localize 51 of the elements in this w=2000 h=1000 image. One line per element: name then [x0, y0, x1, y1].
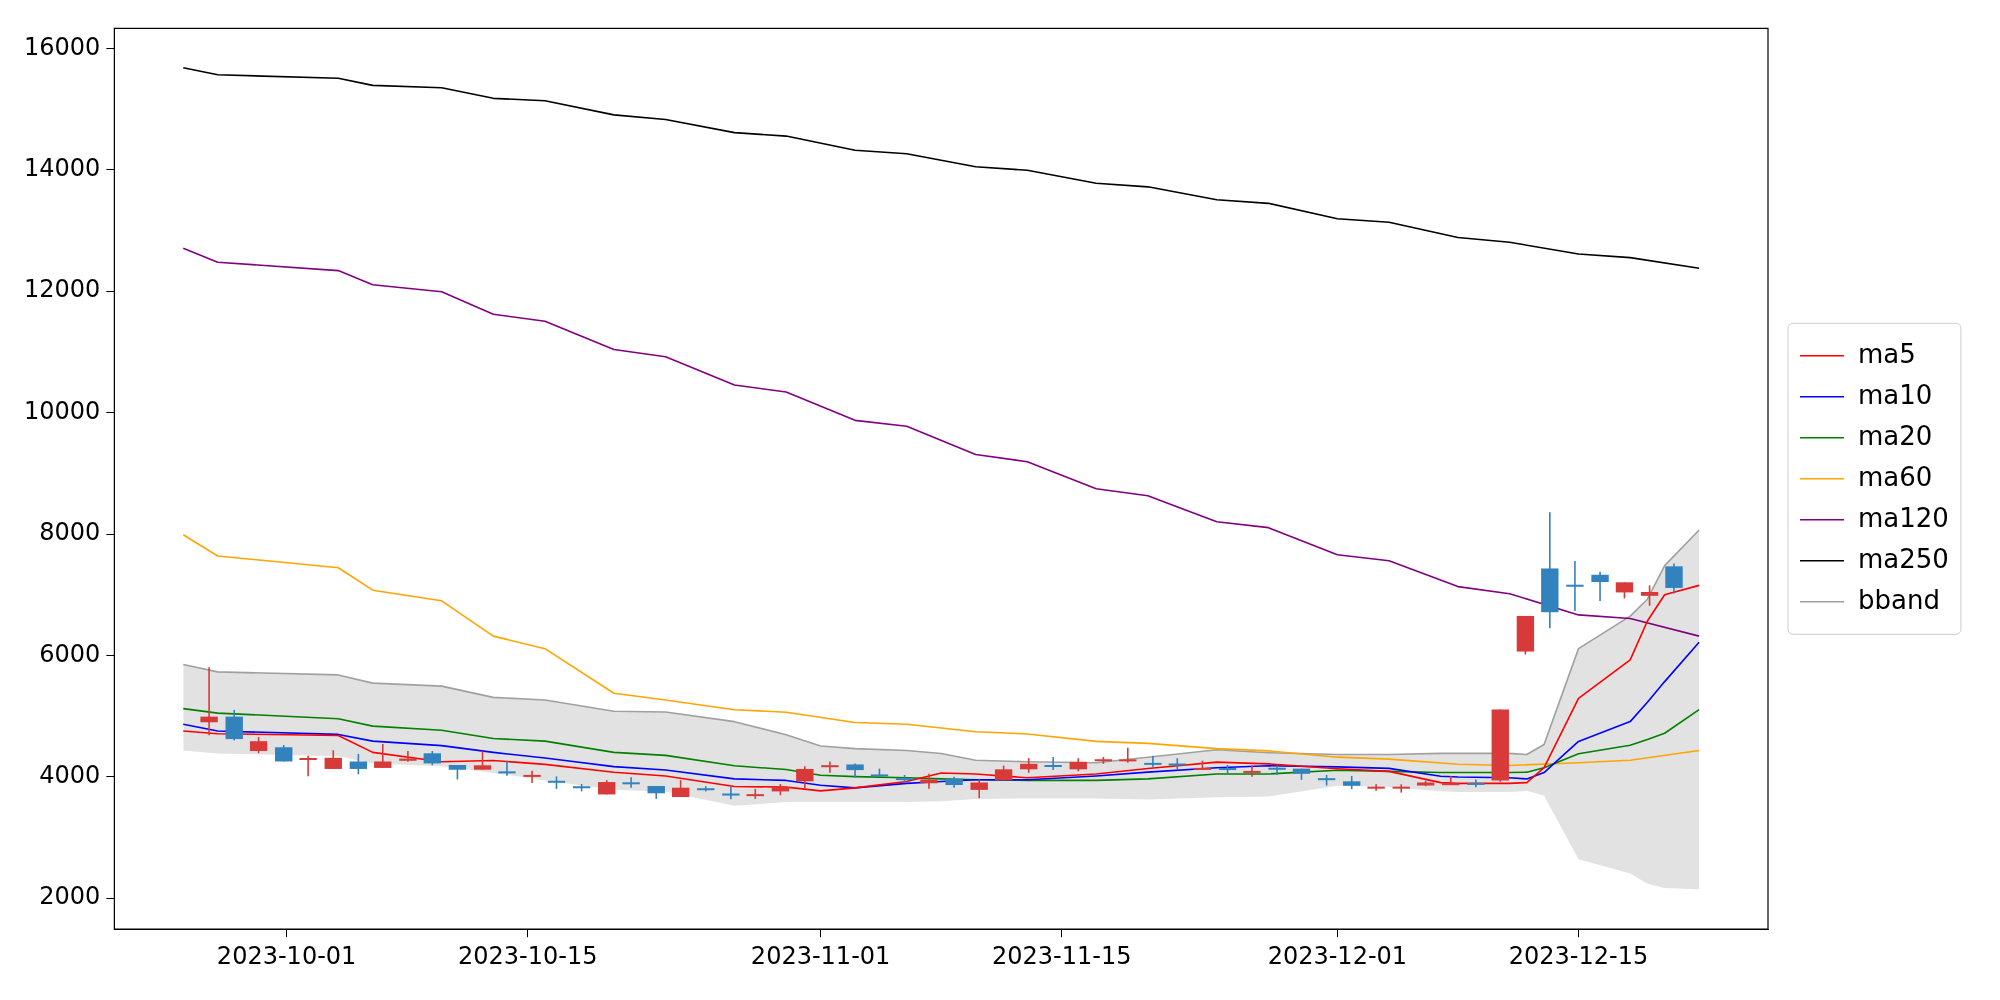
y-tick-label: 14000	[23, 154, 101, 183]
candlestick	[374, 743, 392, 769]
y-tick-label: 12000	[23, 275, 101, 304]
x-tick-label: 2023-10-01	[216, 941, 357, 970]
candlestick	[1243, 764, 1261, 778]
y-tick-label: 10000	[23, 396, 101, 425]
candlestick	[1392, 783, 1410, 794]
candlestick	[1044, 756, 1062, 771]
legend-label: ma120	[1858, 502, 1949, 533]
candlestick	[920, 773, 938, 790]
legend-label: bband	[1858, 584, 1940, 615]
candlestick	[1119, 746, 1137, 764]
legend-label: ma10	[1858, 379, 1933, 410]
y-tick-label: 8000	[39, 518, 101, 547]
x-tick-label: 2023-11-01	[750, 941, 891, 970]
candlestick	[622, 776, 640, 789]
candlestick	[473, 750, 492, 771]
candlestick	[1144, 755, 1162, 768]
candlestick	[349, 753, 368, 776]
candlestick	[1367, 783, 1385, 792]
candlestick	[722, 786, 740, 801]
y-tick-label: 4000	[39, 761, 101, 790]
candlestick	[746, 788, 764, 800]
legend-label: ma250	[1858, 543, 1949, 574]
candlestick	[1467, 778, 1485, 789]
x-tick-label: 2023-12-01	[1267, 941, 1408, 970]
legend-label: ma60	[1858, 461, 1933, 492]
candlestick	[399, 750, 417, 763]
candlestick	[299, 755, 317, 778]
candlestick	[225, 709, 243, 742]
candlestick	[821, 760, 839, 774]
candlestick	[1442, 775, 1460, 786]
candlestick	[1591, 570, 1609, 602]
candlestick	[324, 749, 342, 770]
candlestick	[1268, 764, 1286, 776]
x-tick-label: 2023-12-15	[1508, 941, 1649, 970]
x-tick-label: 2023-11-15	[992, 941, 1132, 970]
candlestick	[1665, 562, 1683, 595]
x-tick-label: 2023-10-15	[458, 941, 598, 970]
candlestick	[970, 778, 988, 799]
candlestick	[1566, 560, 1584, 612]
legend-label: ma20	[1858, 420, 1933, 451]
candlestick	[1640, 584, 1659, 607]
candlestick	[498, 759, 516, 777]
legend-label: ma5	[1858, 338, 1916, 369]
candlestick	[523, 770, 541, 784]
candlestick	[796, 765, 814, 789]
y-tick-label: 6000	[39, 639, 101, 668]
y-tick-label: 2000	[39, 882, 101, 911]
y-tick-label: 16000	[23, 32, 101, 61]
candlestick	[200, 666, 218, 737]
